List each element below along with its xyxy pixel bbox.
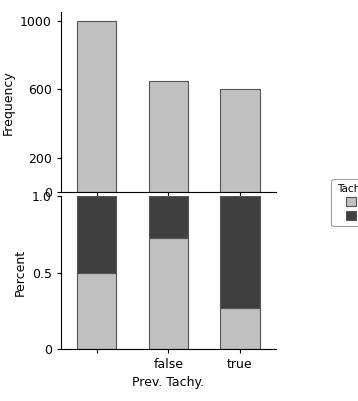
Bar <box>149 196 188 238</box>
Bar <box>149 238 188 349</box>
X-axis label: Prev. Tachy.: Prev. Tachy. <box>132 377 204 389</box>
Bar <box>77 20 116 192</box>
Bar <box>220 308 260 349</box>
Y-axis label: Frequency: Frequency <box>1 70 14 135</box>
Bar <box>77 273 116 349</box>
Bar <box>220 196 260 308</box>
Bar <box>77 196 116 273</box>
Y-axis label: Percent: Percent <box>13 249 26 296</box>
Bar <box>149 81 188 192</box>
Bar <box>220 89 260 192</box>
Legend: false, true: false, true <box>332 179 358 226</box>
